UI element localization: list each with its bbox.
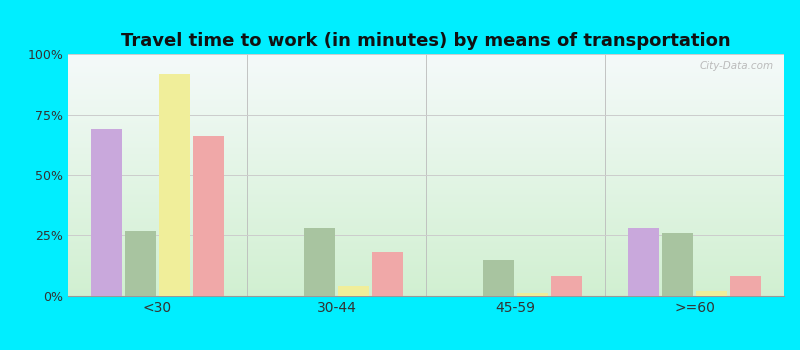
Bar bbox=[483, 260, 514, 296]
Bar bbox=[338, 286, 369, 296]
Bar bbox=[125, 231, 156, 296]
Text: City-Data.com: City-Data.com bbox=[699, 62, 774, 71]
Bar bbox=[91, 129, 122, 296]
Bar bbox=[662, 233, 693, 296]
Bar bbox=[517, 293, 548, 296]
Bar bbox=[304, 228, 335, 296]
Bar bbox=[628, 228, 659, 296]
Bar bbox=[372, 252, 403, 296]
Bar bbox=[551, 276, 582, 296]
Bar bbox=[730, 276, 761, 296]
Title: Travel time to work (in minutes) by means of transportation: Travel time to work (in minutes) by mean… bbox=[121, 32, 731, 50]
Bar bbox=[159, 74, 190, 296]
Bar bbox=[193, 136, 224, 296]
Bar bbox=[696, 291, 727, 296]
